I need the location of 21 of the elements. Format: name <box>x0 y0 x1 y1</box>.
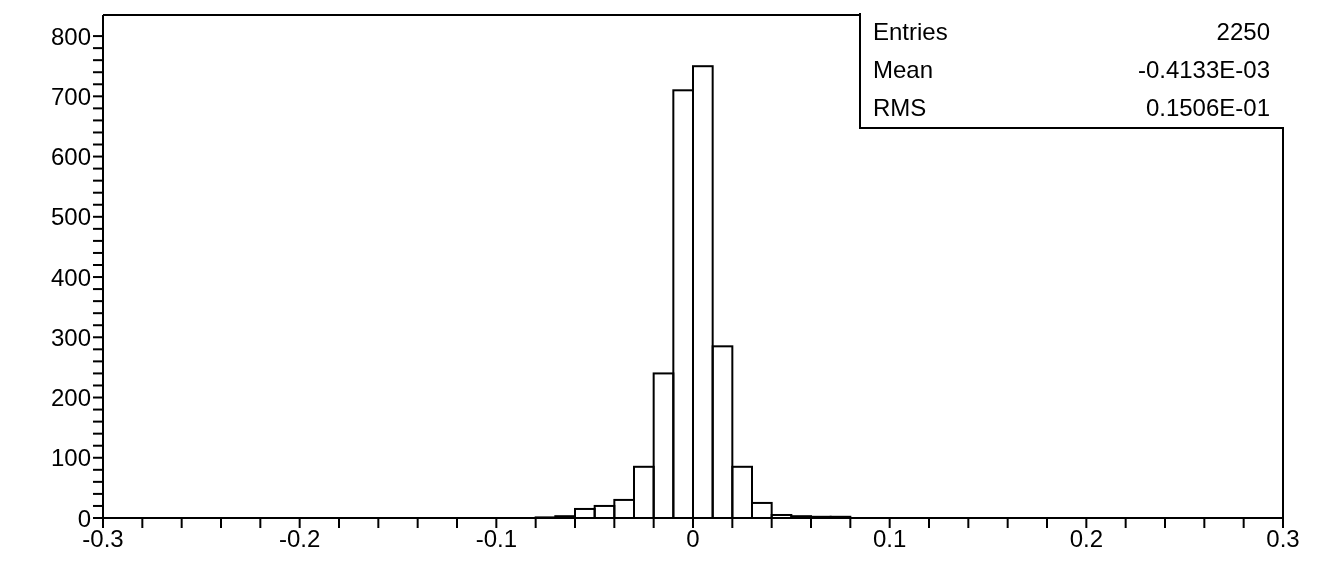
y-tick-label: 200 <box>50 384 91 412</box>
y-tick-label: 800 <box>50 22 91 50</box>
annotation: 2250 <box>1216 17 1270 47</box>
y-tick-label: 600 <box>50 143 91 171</box>
x-tick-label: 0.3 <box>1266 525 1300 553</box>
annotation: -0.4133E-03 <box>1137 55 1270 85</box>
annotation: RMS <box>873 93 927 123</box>
y-tick-label: 400 <box>50 263 91 291</box>
y-tick-label: 500 <box>50 203 91 231</box>
y-tick-label: 100 <box>50 444 91 472</box>
annotation: Entries <box>873 17 948 47</box>
y-tick-label: 0 <box>77 504 91 532</box>
y-tick-label: 700 <box>50 82 91 110</box>
x-tick-label: 0 <box>686 525 700 553</box>
annotation: 0.1506E-01 <box>1145 93 1270 123</box>
y-tick-label: 300 <box>50 323 91 351</box>
x-tick-label: -0.1 <box>475 525 518 553</box>
x-tick-label: 0.1 <box>872 525 907 553</box>
annotation: Mean <box>873 55 934 85</box>
x-tick-label: 0.2 <box>1069 525 1104 553</box>
x-tick-label: -0.2 <box>278 525 321 553</box>
